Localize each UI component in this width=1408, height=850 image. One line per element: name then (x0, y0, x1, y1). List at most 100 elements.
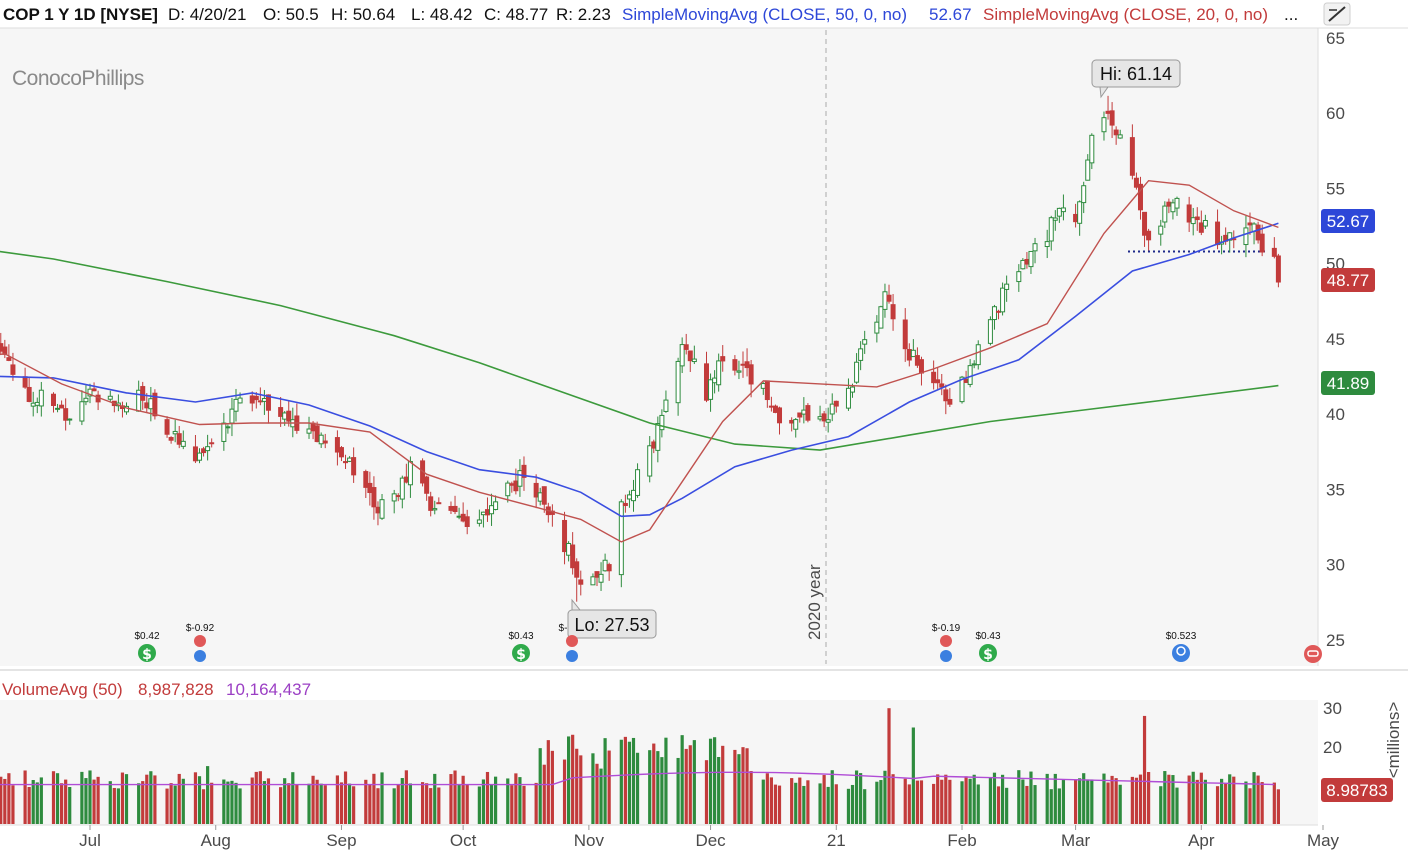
volume-bar (1005, 787, 1009, 824)
svg-text:$0.43: $0.43 (975, 631, 1000, 642)
volume-bar (595, 763, 599, 824)
volume-bar (311, 775, 315, 824)
candle (1016, 264, 1022, 292)
low-callout: Lo: 27.53 (567, 598, 657, 639)
volume-bar (51, 771, 56, 824)
candle (493, 495, 499, 511)
candle (87, 383, 93, 404)
candle (1259, 224, 1265, 257)
price-tick-label: 30 (1326, 556, 1345, 575)
volume-bar (449, 774, 453, 824)
volume-bar (7, 773, 11, 824)
volume-bar (31, 780, 35, 824)
volume-bar (352, 786, 356, 824)
volume-bar (92, 779, 96, 824)
candle (1048, 215, 1054, 251)
feb-earnings-event[interactable]: $-0.19 (932, 623, 961, 662)
candle (1194, 207, 1200, 231)
volume-bar (826, 786, 830, 824)
sma50-study-label[interactable]: SimpleMovingAvg (CLOSE, 50, 0, no) (622, 5, 907, 24)
volume-bar (713, 737, 717, 824)
candle (168, 436, 174, 444)
volume-bar (234, 782, 238, 824)
volume-bar (704, 760, 709, 824)
candle (825, 407, 831, 433)
sma50-line (0, 222, 1279, 518)
candle (379, 494, 385, 520)
oct-dividend-event[interactable]: $0.43 $ (508, 631, 533, 663)
candle (180, 430, 186, 450)
volume-unit-label: <millions> (1384, 702, 1403, 779)
more-studies-button[interactable]: ... (1284, 5, 1298, 24)
volume-bar (830, 770, 834, 824)
candle (845, 378, 851, 411)
volume-bar (664, 737, 668, 824)
candle (1089, 133, 1095, 170)
month-label: Oct (450, 831, 477, 850)
oct-earnings-event[interactable]: $- (559, 623, 578, 662)
feb-dividend-event[interactable]: $0.43 $ (975, 631, 1000, 663)
volume-bar (64, 779, 68, 824)
volume-bar (1118, 784, 1122, 824)
volume-bar (907, 784, 911, 824)
volume-bar (149, 771, 153, 824)
candle (1243, 215, 1249, 258)
drawing-tools-icon[interactable] (1323, 2, 1351, 26)
price-plot-area[interactable] (0, 28, 1318, 666)
volume-bar (1017, 770, 1021, 824)
price-tick-label: 25 (1326, 631, 1345, 650)
upcoming-earnings-icon[interactable] (1304, 645, 1322, 663)
volume-bar (859, 773, 863, 824)
jul-dividend-event[interactable]: $0.42 $ (134, 631, 159, 663)
candle (1271, 237, 1277, 259)
open-label: O: 50.5 (263, 5, 319, 24)
candle (1186, 196, 1192, 232)
volume-bar (850, 784, 855, 824)
candle (79, 390, 85, 426)
volume-bar (968, 778, 972, 824)
volume-bar (485, 771, 490, 824)
volume-bar (1167, 774, 1171, 824)
candle (1137, 176, 1143, 220)
volume-bar (1142, 715, 1147, 824)
volume-bar (798, 777, 802, 824)
volume-bar (1000, 774, 1005, 824)
volume-bar (112, 787, 116, 824)
svg-text:$0.43: $0.43 (508, 631, 533, 642)
candle (967, 359, 973, 388)
price-tick-label: 35 (1326, 480, 1345, 499)
volume-bar (197, 776, 202, 824)
candle (334, 430, 340, 466)
volume-bar (153, 775, 157, 824)
candle (1158, 219, 1164, 246)
candle (225, 424, 231, 434)
volume-bars-layer (0, 708, 1280, 824)
volume-bar (1134, 777, 1139, 824)
sma20-study-label[interactable]: SimpleMovingAvg (CLOSE, 20, 0, no) (983, 5, 1268, 24)
apr-estimate-event[interactable]: $0.523 (1166, 631, 1197, 662)
candle (797, 412, 803, 423)
candle (1081, 181, 1087, 214)
volume-average-value: 10,164,437 (226, 680, 311, 699)
candle (1085, 154, 1091, 181)
candle (1255, 221, 1261, 244)
symbol-label[interactable]: COP 1 Y 1D [NYSE] (3, 5, 158, 24)
candle (278, 396, 284, 427)
volume-study-label[interactable]: VolumeAvg (50) (2, 680, 123, 699)
candle (1129, 124, 1135, 180)
volume-bar (169, 783, 173, 824)
volume-bar (137, 783, 141, 824)
volume-value: 8,987,828 (138, 680, 214, 699)
volume-bar (960, 781, 964, 824)
volume-bar (1073, 779, 1078, 824)
volume-bar (1215, 786, 1220, 824)
month-label: Apr (1188, 831, 1215, 850)
jul-earnings-event[interactable]: $-0.92 (186, 623, 215, 662)
volume-bar (433, 773, 437, 824)
volume-bar (1163, 771, 1167, 824)
volume-bar (790, 778, 794, 824)
volume-bar (944, 774, 948, 824)
volume-bar (262, 781, 267, 824)
volume-bar (546, 740, 550, 824)
